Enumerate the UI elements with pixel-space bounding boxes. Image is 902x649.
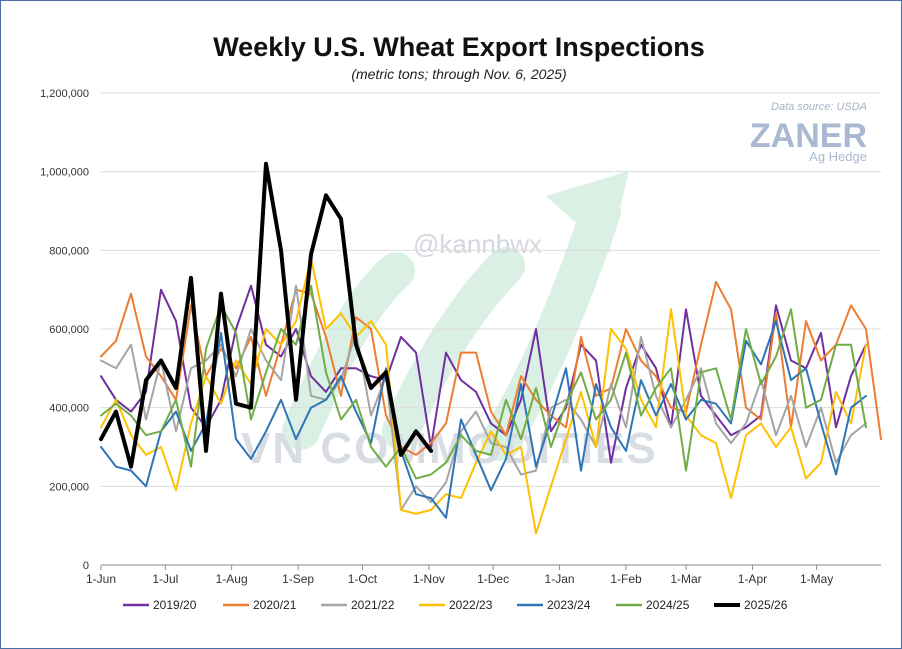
legend-label-2020-21: 2020/21 — [253, 598, 297, 612]
legend-label-2025-26: 2025/26 — [744, 598, 788, 612]
x-tick-label: 1-Jun — [86, 572, 116, 586]
x-tick-label: 1-Dec — [477, 572, 509, 586]
legend-label-2024-25: 2024/25 — [646, 598, 690, 612]
legend-label-2021-22: 2021/22 — [351, 598, 395, 612]
series-line-2024-25 — [100, 284, 867, 480]
y-tick-label: 1,000,000 — [40, 167, 89, 179]
x-tick-label: 1-Feb — [610, 572, 642, 586]
x-tick-label: 1-Nov — [413, 572, 445, 586]
watermark-brand: VN COMMODITIES — [241, 424, 658, 473]
chart-title: Weekly U.S. Wheat Export Inspections — [213, 32, 705, 62]
legend: 2019/20 2020/21 2021/22 2022/23 2023/24 2024/… — [123, 598, 788, 612]
x-tick-label: 1-Sep — [282, 572, 314, 586]
y-axis-ticks: 0 200,000 400,000 600,000 800,000 1,000,000 1,… — [40, 88, 89, 572]
x-tick-label: 1-Jul — [152, 572, 178, 586]
legend-label-2022-23: 2022/23 — [449, 598, 493, 612]
x-axis-ticks: 1-Jun 1-Jul 1-Aug 1-Sep 1-Oct 1-Nov 1-Dec 1-Jan… — [86, 565, 833, 586]
data-source-note: Data source: USDA — [771, 101, 867, 113]
series-line-2019-20 — [100, 284, 867, 464]
y-tick-label: 600,000 — [49, 324, 89, 336]
x-tick-label: 1-Oct — [348, 572, 378, 586]
y-tick-label: 200,000 — [49, 481, 89, 493]
x-tick-label: 1-Apr — [738, 572, 767, 586]
y-tick-label: 400,000 — [49, 403, 89, 415]
zaner-logo-tagline: Ag Hedge — [809, 149, 867, 164]
legend-label-2023-24: 2023/24 — [547, 598, 591, 612]
x-tick-label: 1-Jan — [545, 572, 575, 586]
chart-subtitle: (metric tons; through Nov. 6, 2025) — [351, 66, 566, 82]
x-tick-label: 1-Aug — [216, 572, 248, 586]
y-tick-label: 0 — [83, 560, 89, 572]
legend-label-2019-20: 2019/20 — [153, 598, 197, 612]
series-line-2025-26 — [99, 161, 433, 469]
y-tick-label: 1,200,000 — [40, 88, 89, 100]
watermark-handle: @kannbwx — [413, 229, 542, 259]
y-tick-label: 800,000 — [49, 245, 89, 257]
zaner-logo: ZANER — [750, 117, 867, 155]
x-tick-label: 1-May — [800, 572, 833, 586]
series-lines — [99, 161, 882, 535]
series-line-2023-24 — [100, 320, 867, 519]
x-tick-label: 1-Mar — [670, 572, 701, 586]
